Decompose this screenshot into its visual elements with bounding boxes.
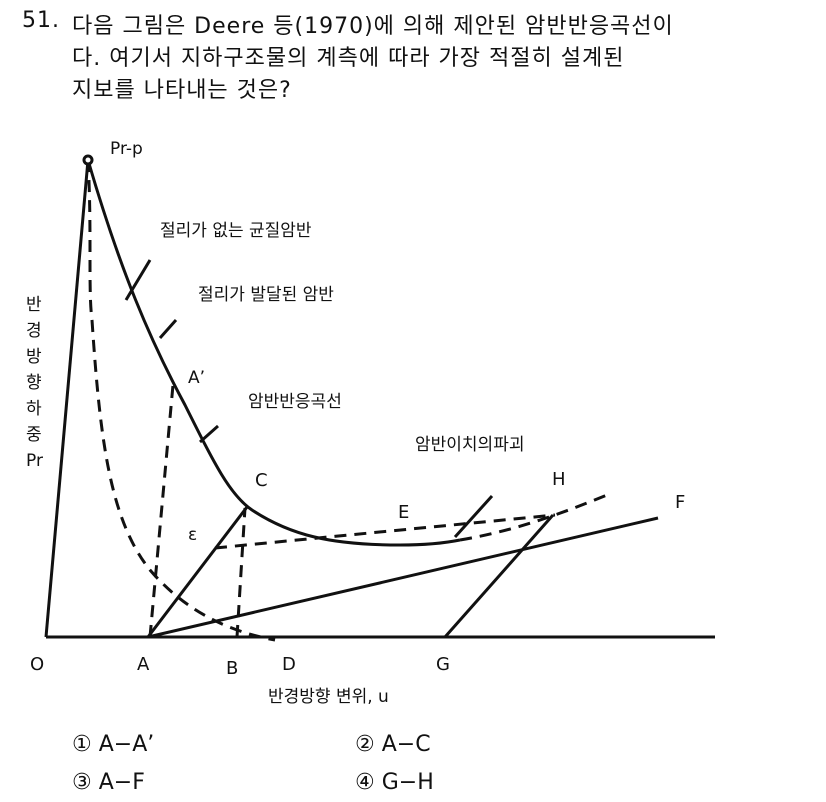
y-axis-label-char: 중: [26, 425, 42, 445]
label: 절리가 발달된 암반: [198, 285, 334, 305]
dashed-b: [235, 507, 247, 638]
peak-point: [82, 154, 94, 166]
support-a-c: [146, 506, 249, 638]
y-axis-label-char: Pr: [26, 451, 43, 471]
label: 절리가 없는 균질암반: [160, 221, 312, 241]
question-number: 51.: [22, 8, 60, 33]
label: C: [255, 470, 268, 491]
support-a-f: [147, 516, 659, 639]
label: B: [226, 658, 238, 679]
label: F: [675, 492, 685, 513]
tick: [199, 424, 219, 444]
y-axis-label-char: 반: [26, 295, 42, 315]
label: A: [137, 654, 150, 675]
y-axis: [44, 159, 90, 638]
option[interactable]: ① A−A’: [72, 732, 155, 757]
label: 암반이치의파괴: [415, 435, 524, 455]
label: G: [436, 654, 450, 675]
question-line: 다음 그림은 Deere 등(1970)에 의해 제안된 암반반응곡선이: [72, 14, 674, 39]
reaction-curve: [86, 159, 461, 547]
support-g-h: [443, 514, 555, 638]
y-axis-label-char: 방: [26, 347, 42, 367]
label: H: [552, 469, 566, 490]
question-line: 지보를 나타내는 것은?: [72, 78, 292, 103]
x-axis-label: 반경방향 변위, u: [268, 687, 389, 707]
dashed-epsilon: [214, 513, 556, 550]
y-axis-label-char: 하: [26, 399, 42, 419]
lines: [44, 154, 715, 642]
label: D: [282, 654, 296, 675]
option[interactable]: ④ G−H: [355, 770, 434, 795]
label: A’: [188, 368, 205, 388]
y-axis-label-char: 향: [26, 373, 42, 393]
y-axis-label-char: 경: [26, 321, 42, 341]
label: E: [398, 502, 409, 523]
figure: Pr-p 절리가 없는 균질암반 절리가 발달된 암반 A’ 암반반응곡선 암반…: [26, 139, 715, 707]
label: ε: [188, 525, 197, 545]
label: O: [30, 654, 44, 675]
option[interactable]: ③ A−F: [72, 770, 145, 795]
reaction-curve-dashed: [459, 491, 613, 542]
tick: [158, 319, 178, 339]
tick: [453, 494, 494, 539]
option[interactable]: ② A−C: [355, 732, 431, 757]
label: 암반반응곡선: [248, 392, 342, 412]
jointed-curve: [86, 159, 276, 642]
tick: [124, 259, 152, 301]
support-a-a-prime: [148, 384, 175, 638]
label: Pr-p: [110, 139, 143, 159]
question-line: 다. 여기서 지하구조물의 계측에 따라 가장 적절히 설계된: [72, 46, 625, 71]
